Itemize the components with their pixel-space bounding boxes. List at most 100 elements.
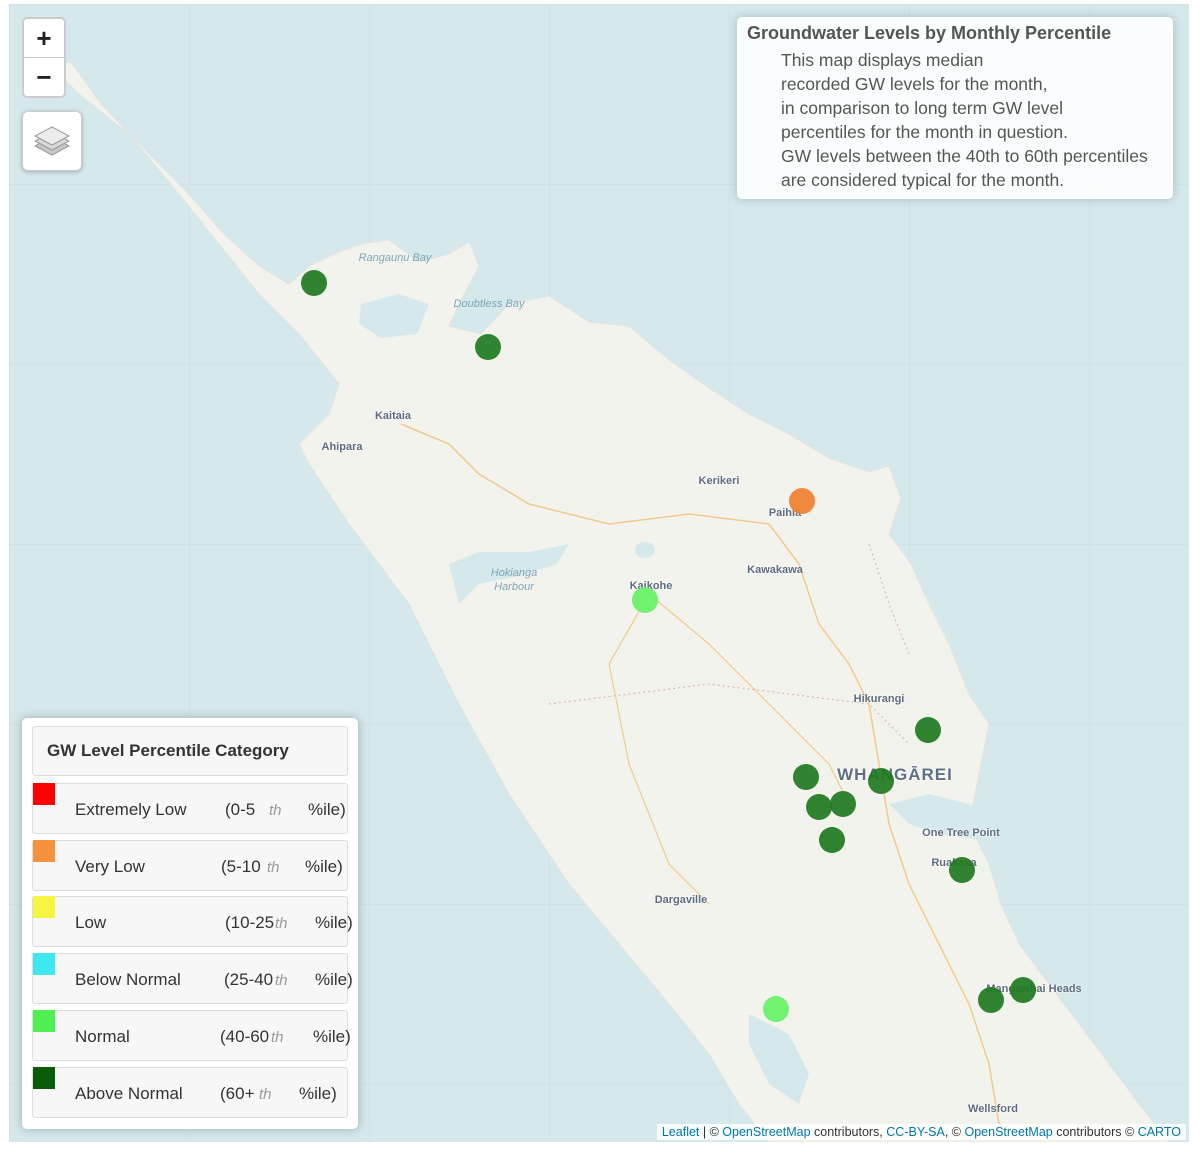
land-northland — [47, 61, 1170, 1142]
gw-site-marker[interactable] — [475, 334, 501, 360]
carto-link[interactable]: CARTO — [1137, 1125, 1181, 1139]
legend-label: Above Normal — [75, 1083, 183, 1103]
harbour-rangaunu — [359, 294, 429, 338]
legend-range: (10-25 — [225, 913, 275, 933]
gw-site-marker[interactable] — [915, 717, 941, 743]
legend-swatch — [33, 1066, 55, 1089]
gw-site-marker[interactable] — [1010, 977, 1036, 1003]
gw-site-marker[interactable] — [819, 827, 845, 853]
layers-icon — [33, 126, 71, 156]
leaflet-link[interactable]: Leaflet — [661, 1125, 700, 1139]
legend-range-suffix: th — [259, 1085, 272, 1103]
zoom-out-button[interactable]: − — [24, 57, 64, 96]
legend-range-unit: %ile) — [315, 913, 353, 933]
district-boundary — [548, 543, 910, 745]
cc-by-sa-link[interactable]: CC-BY-SA — [886, 1125, 945, 1139]
lake-omapere — [635, 542, 655, 558]
legend-range-suffix-wrap: th — [269, 800, 282, 820]
zoom-in-button[interactable]: + — [36, 23, 52, 53]
legend-range-suffix-wrap: th — [259, 1084, 272, 1104]
zoom-control: + − — [22, 17, 66, 98]
osm-link[interactable]: OpenStreetMap — [964, 1125, 1053, 1139]
legend-range-suffix: th — [271, 1028, 284, 1046]
legend-range-unit: %ile) — [315, 970, 353, 990]
place-label: Ahipara — [321, 441, 363, 453]
attribution-text: | © — [699, 1125, 723, 1139]
legend-range-unit: %ile) — [313, 1026, 351, 1046]
legend-range: (0-5 — [225, 800, 256, 819]
legend-swatch — [33, 896, 55, 919]
water-label: Doubtless Bay — [453, 298, 525, 310]
legend-label: Extremely Low — [75, 800, 187, 819]
gw-site-marker[interactable] — [868, 768, 894, 794]
place-label: Dargaville — [654, 894, 708, 906]
legend-range-unit: %ile) — [299, 1083, 337, 1103]
legend-item: Extremely Low (0-5 th %ile) — [32, 783, 348, 834]
gw-site-marker[interactable] — [806, 794, 832, 820]
gw-site-marker[interactable] — [789, 488, 815, 514]
legend-range-suffix: th — [275, 972, 288, 990]
legend-range-unit: %ile) — [308, 800, 346, 819]
attribution: Leaflet | © OpenStreetMap contributors, … — [656, 1124, 1186, 1140]
legend-swatch — [33, 953, 55, 976]
attribution-text: , © — [944, 1125, 965, 1139]
place-label: WHANGĀREI — [837, 765, 953, 784]
legend-range-suffix-wrap: th — [275, 913, 288, 933]
info-line: percentiles for the month in question. — [781, 122, 1068, 142]
place-label: Kaitaia — [374, 410, 412, 422]
highway-1 — [400, 423, 1000, 1125]
gw-site-marker[interactable] — [793, 764, 819, 790]
legend-range-suffix-wrap: th — [275, 970, 288, 990]
legend-range: (25-40 — [224, 970, 274, 990]
legend-range: (40-60 — [220, 1026, 270, 1046]
legend-label: Normal — [75, 1026, 130, 1046]
legend-swatch — [33, 783, 55, 805]
legend-label: Below Normal — [75, 970, 181, 990]
legend-range: (60+ — [220, 1083, 255, 1103]
gw-site-marker[interactable] — [978, 987, 1004, 1013]
osm-link[interactable]: OpenStreetMap — [722, 1125, 811, 1139]
gw-site-marker[interactable] — [949, 857, 975, 883]
legend-item: Low (10-25 th %ile) — [32, 896, 353, 948]
legend-range-suffix-wrap: th — [271, 1027, 284, 1047]
legend-item: Above Normal (60+ th %ile) — [32, 1066, 348, 1118]
legend-item: Below Normal (25-40 th %ile) — [32, 953, 353, 1005]
gw-site-marker[interactable] — [830, 791, 856, 817]
harbour-hokianga — [449, 544, 569, 604]
legend-title: GW Level Percentile Category — [32, 726, 348, 776]
place-label: Hikurangi — [853, 693, 905, 705]
attribution-text: contributors, — [810, 1125, 887, 1139]
gw-site-marker[interactable] — [301, 270, 327, 296]
harbour-whangarei — [889, 794, 999, 840]
place-label: Kawakawa — [747, 564, 803, 576]
info-line: in comparison to long term GW level — [781, 98, 1064, 118]
place-label: Kerikeri — [698, 475, 740, 487]
attribution-text: contributors © — [1052, 1125, 1138, 1139]
info-line: GW levels between the 40th to 60th perce… — [781, 146, 1148, 166]
info-line: This map displays median — [781, 50, 984, 70]
info-title: Groundwater Levels by Monthly Percentile — [747, 23, 1112, 43]
place-label: One Tree Point — [922, 827, 1000, 839]
legend-panel: GW Level Percentile Category Extremely L… — [22, 718, 358, 1129]
legend-swatch — [33, 839, 55, 862]
legend-swatch — [33, 1009, 55, 1032]
legend-range-suffix-wrap: th — [267, 857, 280, 877]
gw-site-marker[interactable] — [763, 996, 789, 1022]
legend-label: Low — [75, 913, 107, 933]
water-label: Rangaunu Bay — [358, 252, 432, 264]
layers-button[interactable] — [22, 111, 82, 171]
legend-range-suffix: th — [269, 802, 282, 819]
water-label: Hokianga Harbour — [490, 567, 538, 593]
legend-range-suffix: th — [275, 915, 288, 933]
harbour-kaipara — [749, 1014, 809, 1104]
info-line: are considered typical for the month. — [781, 170, 1065, 190]
legend-range: (5-10 — [221, 856, 261, 876]
legend-item: Very Low (5-10 th %ile) — [32, 839, 348, 891]
legend-label: Very Low — [75, 856, 145, 876]
place-label: Wellsford — [968, 1103, 1018, 1115]
info-line: recorded GW levels for the month, — [781, 74, 1048, 94]
gw-site-marker[interactable] — [632, 587, 658, 613]
highway-12 — [608, 593, 850, 905]
legend-range-suffix: th — [267, 858, 280, 876]
info-panel: Groundwater Levels by Monthly Percentile… — [737, 17, 1173, 199]
